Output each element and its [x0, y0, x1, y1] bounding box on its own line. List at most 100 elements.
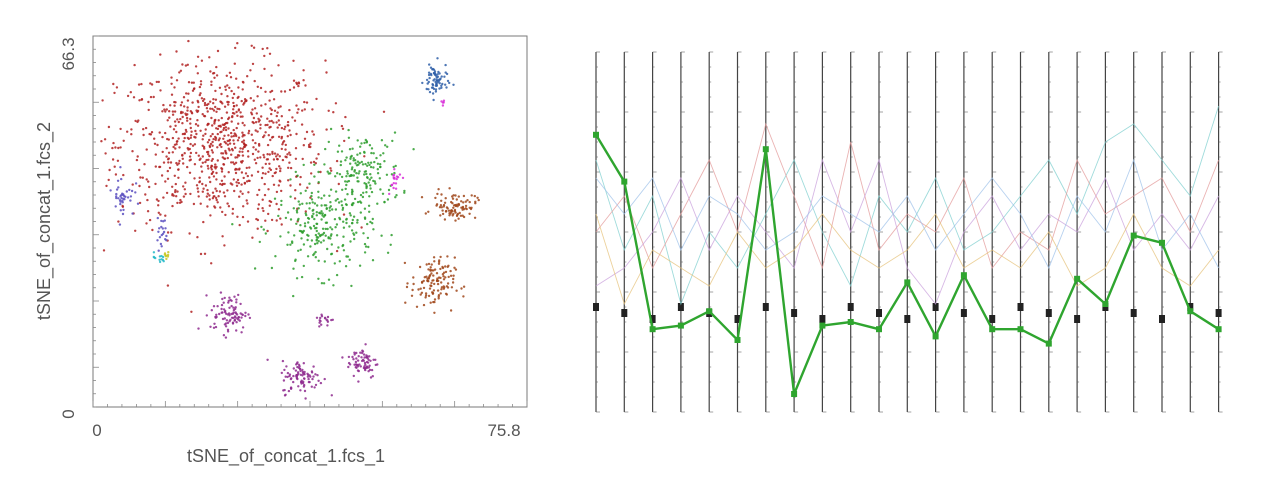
data-point: [224, 121, 228, 125]
data-point: [183, 152, 186, 155]
data-point: [437, 188, 440, 191]
data-point: [169, 125, 172, 128]
data-point: [374, 182, 377, 185]
data-point: [256, 156, 259, 160]
data-point: [237, 109, 240, 112]
data-point: [271, 152, 274, 155]
data-point: [440, 288, 443, 291]
data-point: [329, 188, 333, 191]
data-point: [159, 89, 162, 92]
data-point: [197, 327, 200, 330]
data-point: [206, 192, 209, 195]
data-point: [192, 202, 196, 206]
data-point: [185, 130, 188, 133]
data-point: [138, 184, 141, 188]
x-tick-label-min: 0: [92, 421, 101, 440]
data-point: [394, 196, 397, 199]
highlight-point: [1187, 308, 1194, 315]
data-point: [325, 207, 328, 210]
data-point: [199, 92, 202, 95]
data-point: [280, 115, 283, 118]
data-point: [261, 172, 265, 175]
data-point: [136, 202, 140, 205]
data-point: [144, 193, 147, 196]
data-point: [295, 132, 298, 136]
data-point: [161, 232, 165, 235]
data-point: [395, 177, 398, 181]
data-point: [210, 80, 213, 83]
data-point: [315, 157, 318, 160]
data-point: [226, 95, 229, 98]
data-point: [303, 370, 306, 374]
data-point: [235, 329, 238, 332]
data-point: [266, 143, 270, 147]
data-point: [350, 188, 354, 191]
data-point: [270, 74, 273, 77]
data-point: [316, 374, 319, 377]
data-point: [300, 237, 303, 240]
data-point: [239, 190, 242, 193]
data-point: [207, 158, 210, 161]
data-point: [180, 200, 183, 204]
data-point: [235, 77, 238, 80]
data-point: [367, 245, 370, 249]
highlight-point: [1102, 301, 1109, 307]
data-point: [326, 247, 329, 251]
data-point: [294, 258, 297, 261]
data-point: [320, 210, 323, 213]
y-axis-label: tSNE_of_concat_1.fcs_2: [34, 122, 55, 320]
data-point: [299, 248, 302, 251]
data-point: [289, 218, 293, 221]
highlight-point: [1159, 239, 1165, 246]
data-point: [437, 297, 440, 300]
data-point: [360, 160, 363, 164]
highlight-point: [1130, 232, 1137, 239]
data-point: [436, 75, 440, 79]
data-point: [448, 212, 451, 215]
data-point: [343, 139, 346, 143]
data-point: [369, 165, 373, 169]
data-point: [330, 233, 333, 236]
data-point: [142, 128, 145, 131]
data-point: [314, 383, 318, 387]
data-point: [468, 200, 471, 204]
data-point: [177, 168, 180, 171]
data-point: [159, 53, 162, 56]
data-point: [345, 217, 348, 221]
highlight-point: [932, 333, 939, 340]
highlight-point: [819, 322, 826, 329]
data-point: [310, 172, 313, 175]
data-point: [319, 241, 323, 244]
data-point: [176, 118, 179, 121]
data-point: [185, 92, 188, 95]
data-point: [111, 158, 115, 161]
data-point: [208, 194, 211, 197]
data-point: [263, 134, 266, 137]
data-point: [412, 276, 415, 279]
data-point: [355, 351, 358, 355]
data-point: [122, 173, 125, 177]
data-point: [318, 325, 321, 328]
data-point: [327, 236, 330, 239]
data-point: [417, 288, 420, 291]
data-point: [190, 111, 193, 114]
data-point: [289, 195, 292, 198]
data-point: [233, 319, 236, 322]
median-marker: [791, 309, 798, 317]
data-point: [293, 197, 297, 200]
data-point: [191, 89, 195, 92]
data-point: [209, 70, 212, 73]
data-point: [362, 232, 365, 235]
data-point: [433, 70, 437, 73]
data-point: [352, 157, 355, 160]
data-point: [165, 257, 168, 261]
data-point: [216, 305, 219, 308]
data-point: [266, 153, 269, 156]
data-point: [129, 195, 133, 198]
data-point: [211, 124, 214, 127]
data-point: [301, 381, 305, 385]
data-point: [286, 124, 289, 127]
data-point: [117, 220, 120, 223]
series-line: [595, 213, 1219, 306]
data-point: [272, 183, 276, 186]
